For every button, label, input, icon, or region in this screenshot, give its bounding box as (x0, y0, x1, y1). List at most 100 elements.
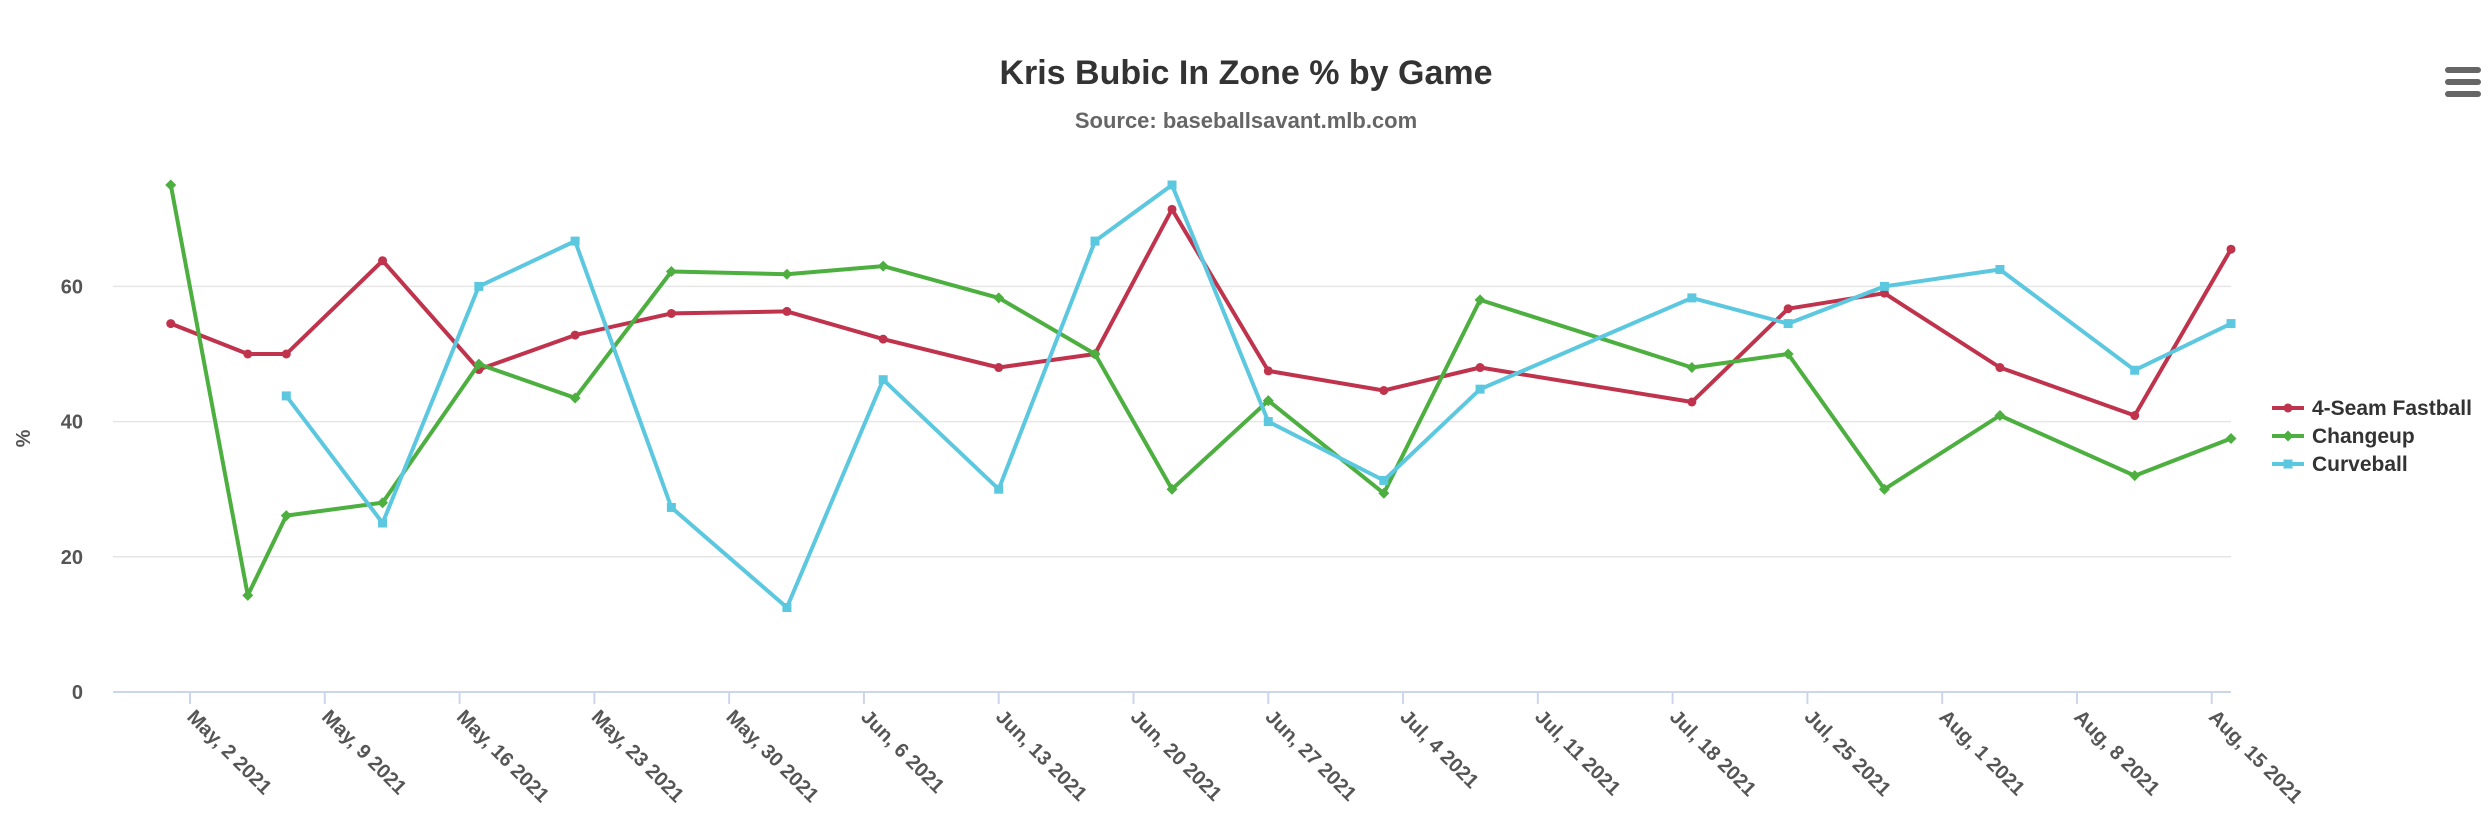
x-tick-label: Jul, 25 2021 (1800, 706, 1895, 801)
legend-marker (2283, 459, 2293, 469)
data-point (474, 281, 484, 291)
data-point (570, 330, 580, 340)
y-tick-label: 40 (61, 412, 83, 434)
data-point (666, 502, 676, 512)
legend: 4-Seam Fastball Changeup Curveball (2272, 397, 2472, 476)
data-point (782, 603, 792, 612)
data-point (1167, 180, 1177, 190)
data-point (1379, 386, 1389, 396)
data-point (2129, 470, 2141, 482)
data-point (877, 260, 889, 272)
data-point (1782, 348, 1794, 360)
hamburger-menu-icon[interactable] (2436, 60, 2482, 106)
y-tick-label: 60 (61, 276, 83, 298)
legend-label: 4-Seam Fastball (2312, 397, 2472, 420)
data-point (1994, 410, 2006, 422)
x-tick-label: May, 2 2021 (182, 706, 275, 799)
data-point (994, 363, 1004, 373)
chart-subtitle: Source: baseballsavant.mlb.com (1075, 108, 1417, 133)
gridlines (113, 285, 2231, 558)
x-tick-label: Aug, 8 2021 (2069, 706, 2163, 800)
data-point (994, 484, 1004, 494)
series-4-seam-fastball (166, 204, 2236, 421)
data-point (2130, 365, 2140, 375)
data-point (1089, 348, 1101, 360)
data-point (378, 518, 388, 528)
x-tick-label: May, 9 2021 (317, 706, 410, 799)
data-point (665, 266, 677, 278)
series-curveball (281, 180, 2236, 612)
data-point (165, 179, 177, 191)
data-point (1379, 475, 1389, 485)
legend-label: Changeup (2312, 425, 2415, 448)
legend-marker (2282, 430, 2294, 442)
x-tick-label: Aug, 15 2021 (2204, 706, 2306, 808)
legend-marker (2283, 403, 2293, 413)
data-point (280, 510, 292, 522)
data-point (2130, 411, 2140, 421)
data-point (878, 375, 888, 385)
y-tick-label: 0 (72, 682, 83, 704)
data-point (878, 334, 888, 344)
data-point (242, 589, 254, 601)
data-point (1995, 363, 2005, 373)
data-point (1879, 281, 1889, 291)
x-tick-label: Aug, 1 2021 (1935, 706, 2029, 800)
data-point (1686, 362, 1698, 374)
x-tick-label: Jul, 18 2021 (1665, 706, 1760, 801)
series-line-changeup (168, 183, 2233, 598)
legend-item[interactable]: Curveball (2272, 453, 2408, 476)
y-tick-label: 20 (61, 547, 83, 569)
data-point (1879, 288, 1889, 298)
x-tick-label: Jun, 27 2021 (1261, 706, 1361, 806)
x-tick-label: May, 30 2021 (722, 706, 823, 807)
data-point (1475, 363, 1485, 373)
x-tick-label: Jun, 20 2021 (1126, 706, 1226, 806)
data-point (993, 292, 1005, 304)
x-tick-label: Jul, 11 2021 (1530, 706, 1624, 800)
x-tick-label: Jun, 13 2021 (991, 706, 1091, 806)
series-line-4-seam-fastball (168, 207, 2233, 418)
data-point (473, 358, 485, 370)
data-point (781, 268, 793, 280)
legend-item[interactable]: Changeup (2272, 425, 2415, 448)
data-point (1263, 417, 1273, 427)
data-point (570, 236, 580, 246)
data-point (666, 308, 676, 318)
data-point (1090, 236, 1100, 246)
data-point (1475, 384, 1485, 394)
x-tick-label: May, 23 2021 (587, 706, 688, 807)
series-changeup (165, 179, 2237, 601)
data-point (1263, 366, 1273, 376)
data-point (1687, 293, 1697, 303)
data-point (166, 319, 176, 329)
data-point (1878, 483, 1890, 495)
data-point (1783, 304, 1793, 314)
legend-item[interactable]: 4-Seam Fastball (2272, 397, 2472, 420)
data-point (281, 391, 291, 401)
data-point (281, 349, 291, 359)
y-axis-title: % (13, 429, 35, 447)
data-point (1378, 487, 1390, 499)
data-point (1474, 294, 1486, 306)
data-point (569, 392, 581, 404)
x-tick-label: Jun, 6 2021 (856, 706, 948, 798)
data-point (1166, 483, 1178, 495)
data-point (2226, 244, 2236, 254)
data-point (782, 306, 792, 316)
data-point (2225, 433, 2237, 444)
data-point (1167, 204, 1177, 214)
data-point (243, 349, 253, 359)
data-point (2226, 319, 2236, 329)
x-axis: May, 2 2021 May, 9 2021 May, 16 2021 May, 2… (113, 691, 2306, 808)
x-tick-label: May, 16 2021 (452, 706, 553, 807)
series-group (165, 179, 2237, 612)
data-point (1995, 265, 2005, 274)
data-point (378, 256, 388, 266)
y-axis: 0 20 40 60 (61, 276, 83, 704)
chart-title: Kris Bubic In Zone % by Game (999, 54, 1492, 92)
x-tick-label: Jul, 4 2021 (1396, 706, 1483, 793)
legend-label: Curveball (2312, 453, 2408, 476)
data-point (1262, 395, 1274, 407)
